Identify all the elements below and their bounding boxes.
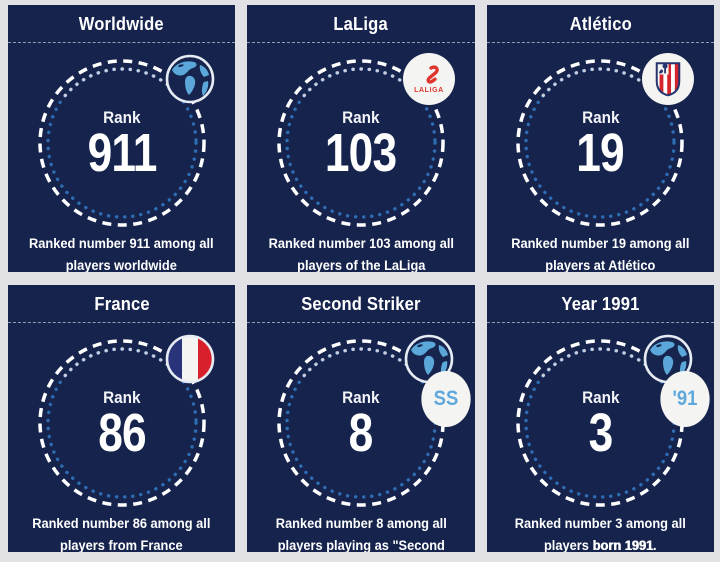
caption-text: Ranked number 19 among all players at At… — [511, 236, 690, 272]
caption-text: Ranked number 86 among all players from … — [32, 516, 211, 552]
rank-value: 3 — [588, 403, 613, 464]
globe-icon — [403, 333, 455, 385]
card-title: France — [93, 294, 150, 314]
globe-icon — [164, 53, 216, 105]
title-divider — [247, 42, 475, 43]
card-title: Atlético — [569, 14, 632, 34]
rank-ring: Rank 86 — [32, 333, 214, 513]
rank-caption: Ranked number 8 among all players playin… — [264, 513, 458, 552]
rank-text-group: Rank 103 — [271, 53, 451, 233]
sub-badge: '91 — [660, 371, 710, 427]
caption-text: Ranked number 911 among all players worl… — [29, 236, 214, 272]
rank-label: Rank — [342, 108, 380, 128]
caption-text: Ranked number 8 among all players playin… — [275, 516, 447, 552]
rank-text-group: Rank 86 — [32, 333, 212, 513]
rank-card: Worldwide Rank 911 — [8, 5, 236, 272]
rank-text-group: Rank 19 — [510, 53, 690, 233]
rank-caption: Ranked number 19 among all players at At… — [503, 233, 697, 272]
rank-value: 86 — [97, 403, 146, 464]
rank-label: Rank — [342, 388, 380, 408]
rank-card: Second Striker Rank 8 — [247, 285, 475, 552]
caption-bold-text: born 1991 — [592, 537, 654, 552]
rank-caption: Ranked number 103 among all players of t… — [264, 233, 458, 272]
rank-value: 19 — [576, 123, 625, 184]
rank-ring: Rank 19 — [510, 53, 695, 233]
rank-label: Rank — [581, 108, 620, 128]
title-divider — [247, 322, 475, 323]
caption-text: Ranked number 103 among all players of t… — [268, 236, 454, 272]
atletico-crest-icon — [642, 53, 695, 105]
card-title: LaLiga — [333, 14, 389, 34]
rank-value: 8 — [349, 403, 374, 464]
rank-card: Atlético Rank 19 — [486, 5, 714, 272]
rank-card: LaLiga Rank 103 LALIGA — [247, 5, 475, 272]
rank-label: Rank — [102, 388, 141, 408]
rank-text-group: Rank 3 — [510, 333, 690, 513]
rank-text-group: Rank 911 — [32, 53, 212, 233]
caption-text: Ranked number 3 among all players — [514, 516, 686, 552]
rank-caption: Ranked number 911 among all players worl… — [24, 233, 218, 272]
rank-card: France Rank 86 — [8, 285, 236, 552]
card-title: Second Striker — [301, 294, 421, 314]
rank-text-group: Rank 8 — [271, 333, 451, 513]
title-divider — [8, 322, 236, 323]
rank-ring: Rank 911 — [32, 53, 214, 233]
rank-value: 103 — [325, 123, 397, 184]
card-title: Worldwide — [79, 14, 165, 34]
laliga-logo: LALIGA — [402, 53, 455, 105]
rank-value: 911 — [87, 123, 157, 184]
rank-caption: Ranked number 3 among all players born 1… — [503, 513, 697, 552]
rank-ring: Rank 3 '91 — [510, 333, 710, 513]
caption-suffix: . — [653, 537, 657, 552]
title-divider — [486, 322, 714, 323]
rank-label: Rank — [102, 108, 141, 128]
card-title: Year 1991 — [561, 294, 640, 314]
france-flag-icon — [164, 333, 216, 385]
rank-card: Year 1991 Rank 3 — [486, 285, 714, 552]
sub-badge: SS — [421, 371, 471, 427]
laliga-wordmark: LALIGA — [414, 86, 444, 94]
title-divider — [8, 42, 236, 43]
rank-ring: Rank 103 LALIGA — [271, 53, 455, 233]
rank-ring: Rank 8 SS — [271, 333, 471, 513]
title-divider — [486, 42, 714, 43]
rank-label: Rank — [581, 388, 620, 408]
rank-caption: Ranked number 86 among all players from … — [24, 513, 218, 552]
